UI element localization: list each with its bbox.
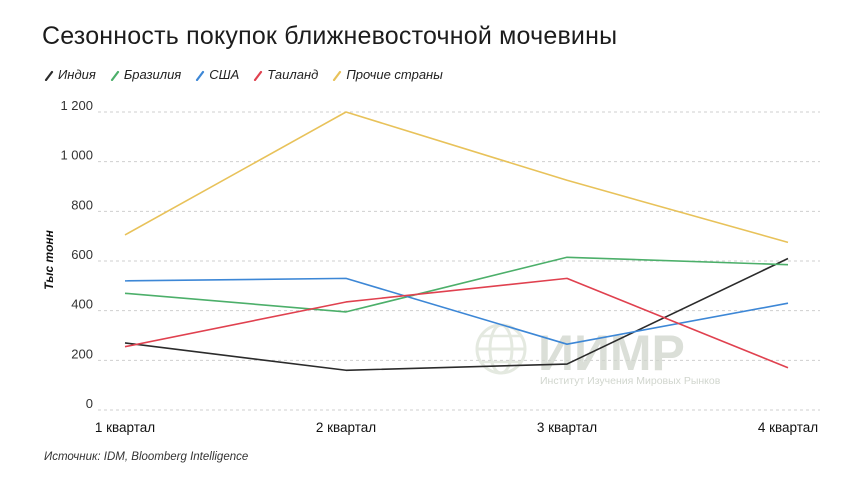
legend-label: Бразилия — [123, 67, 182, 82]
legend-item: Индия — [44, 67, 96, 82]
legend-swatch — [333, 70, 342, 81]
y-tick-label: 1 200 — [60, 98, 93, 113]
y-tick-label: 400 — [71, 297, 93, 312]
x-tick-label: 1 квартал — [95, 420, 155, 435]
legend-label: Прочие страны — [346, 67, 443, 82]
legend-swatch — [44, 70, 54, 81]
legend-label: Индия — [58, 67, 96, 82]
y-tick-label: 1 000 — [60, 148, 93, 163]
x-tick-label: 3 квартал — [537, 420, 597, 435]
watermark: ИИМР Институт Изучения Мировых Рынков — [475, 323, 721, 387]
legend-label: Таиланд — [267, 67, 319, 82]
x-tick-label: 4 квартал — [758, 420, 818, 435]
legend-label: США — [209, 67, 240, 82]
legend-item: Таиланд — [253, 67, 318, 82]
series-line — [124, 257, 789, 372]
y-tick-label: 600 — [71, 247, 93, 262]
y-tick-label: 800 — [71, 197, 93, 212]
y-axis-ticks: 0 200 400 600 800 1 000 1 200 — [60, 98, 93, 411]
source-note: Источник: IDM, Bloomberg Intelligence — [44, 451, 249, 463]
series-line — [124, 277, 789, 345]
watermark-subtitle: Институт Изучения Мировых Рынков — [540, 375, 721, 387]
chart-title: Сезонность покупок ближневосточной мочев… — [42, 22, 618, 50]
grid — [98, 111, 820, 411]
legend-item: США — [195, 67, 239, 82]
legend-swatch — [196, 70, 205, 81]
legend-swatch — [254, 70, 263, 81]
legend-item: Бразилия — [110, 67, 181, 82]
y-tick-label: 200 — [71, 346, 93, 361]
x-axis-ticks: 1 квартал 2 квартал 3 квартал 4 квартал — [95, 420, 818, 435]
y-axis-label: Тыс тонн — [42, 229, 56, 290]
watermark-name: ИИМР — [538, 325, 685, 381]
chart-legend: Индия Бразилия США Таиланд Прочие страны — [44, 67, 443, 82]
series-line — [124, 256, 789, 313]
series-line — [124, 277, 789, 369]
series-line — [124, 111, 789, 244]
legend-swatch — [110, 70, 119, 81]
y-tick-label: 0 — [86, 396, 93, 411]
series-lines — [124, 111, 789, 372]
legend-item: Прочие страны — [332, 67, 443, 82]
x-tick-label: 2 квартал — [316, 420, 376, 435]
